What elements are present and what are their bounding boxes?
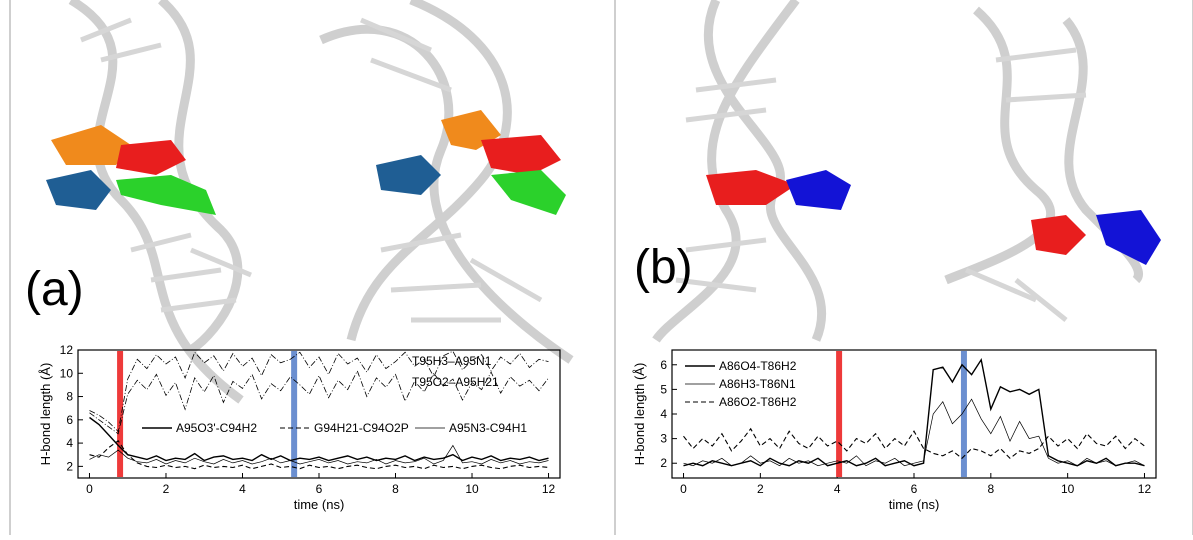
series-line	[89, 369, 549, 435]
y-tick-label: 10	[60, 366, 74, 380]
panel-label-b: (b)	[634, 241, 693, 294]
x-tick-label: 4	[239, 482, 246, 496]
x-tick-label: 2	[163, 482, 170, 496]
y-tick-label: 12	[60, 343, 74, 357]
y-axis-label: H-bond length (Å)	[632, 363, 647, 466]
x-tick-label: 12	[542, 482, 556, 496]
y-tick-label: 5	[660, 382, 667, 396]
x-tick-label: 8	[987, 482, 994, 496]
series-line	[683, 427, 1145, 460]
legend-label: G94H21-C94O2P	[314, 421, 409, 435]
time-marker-bar	[960, 351, 967, 477]
y-tick-label: 8	[66, 390, 73, 404]
panel-b: (b) 0 2 4 6 8 10 12 2 3 4 5 6 time (ns) H-bond length…	[614, 0, 1193, 535]
y-tick-label: 6	[660, 358, 667, 372]
time-marker-bar	[117, 351, 124, 477]
y-tick-label: 2	[66, 459, 73, 473]
x-tick-label: 2	[757, 482, 764, 496]
x-tick-label: 12	[1138, 482, 1152, 496]
x-axis-label: time (ns)	[294, 497, 345, 512]
x-tick-label: 8	[392, 482, 399, 496]
x-tick-label: 10	[1061, 482, 1075, 496]
series-line	[683, 357, 1145, 467]
y-tick-label: 6	[66, 413, 73, 427]
legend-label: A95O3'-C94H2	[176, 421, 257, 435]
y-tick-label: 2	[660, 456, 667, 470]
time-marker-bar	[836, 351, 843, 477]
y-axis-label: H-bond length (Å)	[38, 363, 53, 466]
x-tick-label: 0	[680, 482, 687, 496]
y-tick-label: 4	[66, 436, 73, 450]
legend-label: A95N3-C94H1	[449, 421, 527, 435]
legend-label: A86O4-T86H2	[719, 359, 797, 373]
legend-label: A86H3-T86N1	[719, 377, 796, 391]
structure-illustration-a	[46, 0, 574, 404]
series-line	[89, 444, 549, 465]
series-line	[89, 350, 549, 433]
x-axis-label: time (ns)	[889, 497, 940, 512]
x-tick-label: 6	[316, 482, 323, 496]
legend-label: T95H3–A95N1	[412, 354, 492, 368]
panel-label-a: (a)	[25, 263, 84, 316]
x-tick-label: 6	[911, 482, 918, 496]
series-line	[683, 398, 1145, 467]
series-line	[89, 416, 549, 462]
structure-illustration-b	[652, 0, 1161, 343]
time-marker-bar	[291, 351, 298, 477]
legend-label: T95O2–A95H21	[412, 375, 499, 389]
series-line	[89, 440, 549, 470]
panel-a: (a) 0 2 4 6 8 10 12 2 4 6 8 10 12 time (ns) H-bond len…	[9, 0, 597, 535]
x-tick-label: 10	[465, 482, 479, 496]
x-tick-label: 4	[834, 482, 841, 496]
y-tick-label: 4	[660, 407, 667, 421]
y-tick-label: 3	[660, 432, 667, 446]
legend-label: A86O2-T86H2	[719, 395, 797, 409]
x-tick-label: 0	[86, 482, 93, 496]
